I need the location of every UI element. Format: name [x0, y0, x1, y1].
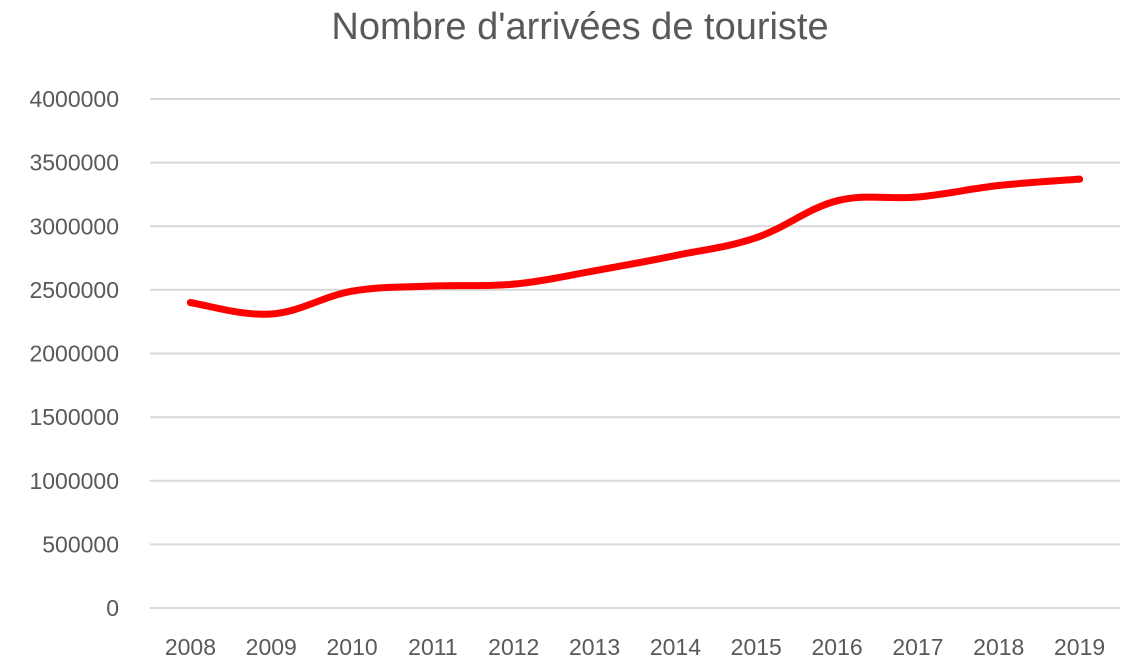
chart-title: Nombre d'arrivées de touriste [331, 6, 829, 48]
x-tick-label: 2017 [892, 634, 943, 660]
data-point [348, 287, 356, 295]
data-point [752, 234, 760, 242]
y-tick-label: 1000000 [29, 468, 119, 494]
x-tick-label: 2015 [731, 634, 782, 660]
data-point [591, 267, 599, 275]
data-point [510, 280, 518, 288]
y-tick-label: 500000 [42, 531, 119, 557]
x-tick-label: 2018 [973, 634, 1024, 660]
x-axis-ticks: 2008 2009 2010 2011 2012 2013 2014 2015 2016 2017… [165, 634, 1105, 660]
x-tick-label: 2019 [1054, 634, 1105, 660]
x-tick-label: 2011 [408, 634, 457, 660]
y-axis-ticks: 0 500000 1000000 1500000 2000000 2500000 30000… [29, 86, 119, 621]
x-tick-label: 2009 [246, 634, 297, 660]
data-point [429, 282, 437, 290]
gridlines [150, 98, 1120, 609]
data-point [267, 310, 275, 318]
y-tick-label: 2500000 [29, 277, 119, 303]
x-tick-label: 2016 [811, 634, 862, 660]
data-point [995, 182, 1003, 190]
x-tick-label: 2013 [569, 634, 620, 660]
data-point [1076, 175, 1084, 183]
x-tick-label: 2008 [165, 634, 216, 660]
data-point [833, 197, 841, 205]
data-point [186, 299, 194, 307]
x-tick-label: 2014 [650, 634, 701, 660]
y-tick-label: 2000000 [29, 341, 119, 367]
x-tick-label: 2012 [488, 634, 539, 660]
y-tick-label: 4000000 [29, 86, 119, 112]
y-tick-label: 3000000 [29, 213, 119, 239]
x-tick-label: 2010 [326, 634, 377, 660]
series-layer [186, 175, 1084, 318]
y-tick-label: 0 [106, 595, 119, 621]
y-tick-label: 1500000 [29, 404, 119, 430]
data-point [914, 193, 922, 201]
y-tick-label: 3500000 [29, 150, 119, 176]
series-line [186, 175, 1084, 318]
data-point [671, 252, 679, 260]
